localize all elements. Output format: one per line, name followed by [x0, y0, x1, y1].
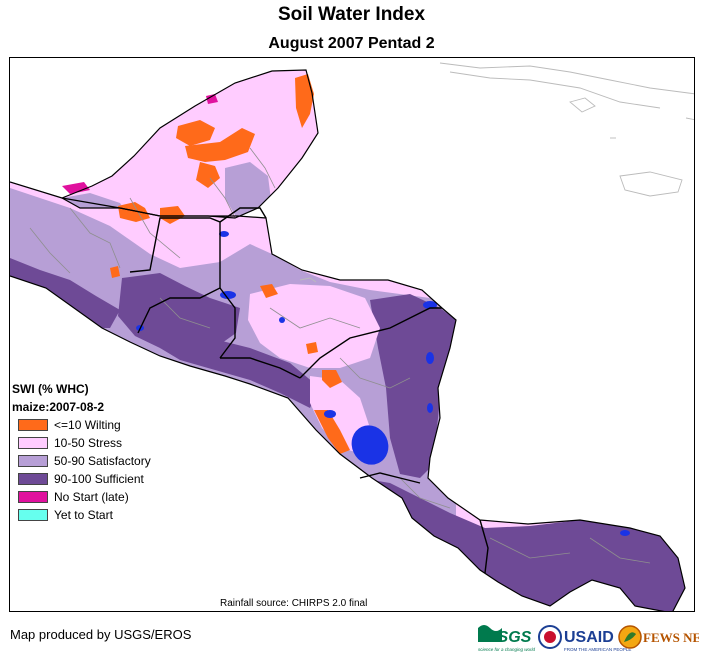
map-subtitle: August 2007 Pentad 2	[268, 35, 435, 52]
legend-item-yet-to-start: Yet to Start	[12, 506, 192, 524]
lagoon-bluefields	[427, 403, 433, 413]
lagoon-pearl	[426, 352, 434, 364]
sufficient-zone-costarica-panama	[360, 478, 685, 611]
coastline	[10, 69, 686, 611]
lake-peten-itza	[219, 231, 229, 237]
fewsnet-logo: FEWS NET	[618, 625, 699, 649]
no-start-patch-veracruz	[62, 182, 90, 194]
legend-subtitle: maize:2007-08-2	[12, 400, 105, 414]
legend-title: SWI (% WHC)	[12, 382, 89, 396]
legend-label: No Start (late)	[54, 490, 129, 504]
wilting-patch-yucatan-central	[185, 128, 255, 162]
legend-label: Yet to Start	[54, 508, 113, 522]
wilting-patch-yucatan-east	[295, 74, 314, 128]
legend-swatch	[18, 491, 48, 503]
jamaica-outline	[619, 171, 683, 197]
admin-line-6	[269, 307, 361, 329]
admin-boundaries	[29, 147, 651, 564]
hispaniola-edge	[685, 117, 694, 121]
legend-swatch	[18, 455, 48, 467]
lake-yojoa	[279, 317, 285, 323]
usaid-wordmark: USAID	[564, 629, 614, 646]
lake-gatun	[620, 530, 630, 536]
border-belize	[219, 207, 267, 223]
usgs-wordmark: USGS	[486, 629, 532, 646]
legend-swatch	[18, 437, 48, 449]
usaid-logo: USAID FROM THE AMERICAN PEOPLE	[538, 625, 631, 652]
wilting-patches	[110, 74, 350, 454]
border-guatemala-honduras	[219, 287, 236, 359]
stress-zone-honduras	[248, 284, 380, 368]
border-costarica-panama	[479, 519, 489, 574]
map-canvas	[10, 62, 694, 611]
legend-swatch	[18, 419, 48, 431]
lake-managua	[324, 410, 336, 418]
map-credit: Map produced by USGS/EROS	[10, 627, 192, 642]
fewsnet-leaf-icon	[624, 632, 636, 642]
legend-item-wilting: <=10 Wilting	[12, 416, 192, 434]
usaid-seal-inner-icon	[544, 631, 556, 643]
coast-mainland	[10, 181, 686, 611]
legend-item-stress: 10-50 Stress	[12, 434, 192, 452]
wilting-patch-tabasco	[118, 202, 150, 222]
legend-label: <=10 Wilting	[54, 418, 121, 432]
isla-juventud	[569, 97, 596, 113]
wilting-patch-chiapas	[110, 266, 120, 278]
cuba-outline	[439, 62, 694, 95]
legend-swatch	[18, 473, 48, 485]
sufficient-zone-caribbean	[370, 294, 456, 478]
wilting-patch-honduras-south	[322, 370, 342, 388]
legend: SWI (% WHC) maize:2007-08-2 <=10 Wilting…	[12, 380, 192, 524]
border-elsalvador-honduras	[220, 357, 301, 379]
lake-nicaragua	[351, 425, 389, 465]
sufficient-zone-guatemala	[118, 273, 240, 358]
usgs-logo: USGS science for a changing world	[478, 625, 536, 652]
rainfall-source: Rainfall source: CHIRPS 2.0 final	[220, 598, 368, 609]
wilting-patch-yucatan-north	[176, 120, 215, 146]
legend-label: 90-100 Sufficient	[54, 472, 144, 486]
legend-label: 10-50 Stress	[54, 436, 123, 450]
cuba-south-coast	[449, 71, 661, 109]
admin-line-3	[209, 177, 236, 219]
legend-label: 50-90 Satisfactory	[54, 454, 151, 468]
sufficient-zone-pacific	[160, 338, 320, 408]
wilting-patch-gulf-fonseca	[306, 342, 318, 354]
fewsnet-wordmark: FEWS NET	[643, 630, 699, 645]
legend-swatch	[18, 509, 48, 521]
admin-line-4	[249, 147, 276, 189]
border-nicaragua-costarica	[359, 472, 421, 484]
admin-line-2	[129, 197, 181, 259]
map-title: Soil Water Index	[277, 4, 426, 25]
admin-line-8	[399, 477, 451, 509]
legend-item-satisfactory: 50-90 Satisfactory	[12, 452, 192, 470]
legend-item-no-start: No Start (late)	[12, 488, 192, 506]
admin-line-11	[29, 227, 71, 274]
admin-line-10	[589, 537, 651, 564]
caribbean-islands	[299, 62, 694, 283]
partner-logos: USGS science for a changing world USAID …	[478, 625, 699, 652]
admin-line-1	[69, 207, 121, 269]
admin-line-9	[489, 537, 571, 559]
no-start-patches	[62, 94, 218, 194]
usgs-wave-icon	[478, 625, 502, 642]
lagoon-caratasca	[423, 301, 437, 309]
sufficient-zone-mexico	[10, 258, 120, 328]
no-start-patch-yucatan	[206, 94, 218, 104]
admin-line-7	[339, 357, 411, 389]
wilting-patch-honduras-north	[260, 284, 278, 298]
admin-line-5	[159, 297, 211, 329]
national-borders	[129, 207, 489, 574]
wilting-patch-peten	[160, 206, 185, 224]
border-mexico-guatemala	[129, 217, 221, 334]
usgs-tagline: science for a changing world	[478, 647, 536, 652]
wilting-patch-campeche	[196, 162, 220, 188]
usaid-tagline: FROM THE AMERICAN PEOPLE	[564, 647, 631, 652]
border-honduras-nicaragua	[299, 307, 442, 379]
legend-item-sufficient: 90-100 Sufficient	[12, 470, 192, 488]
wilting-patch-nicaragua	[314, 410, 350, 454]
map-frame	[9, 57, 695, 612]
bay-islands	[299, 277, 317, 283]
